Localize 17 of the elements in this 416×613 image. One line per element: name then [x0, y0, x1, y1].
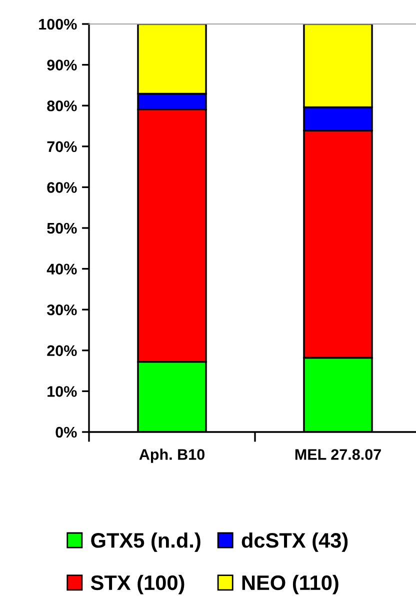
legend-label: GTX5 (n.d.) [91, 532, 200, 552]
legend-label: NEO (110) [242, 574, 338, 594]
x-tick-label: MEL 27.8.07 [295, 449, 381, 460]
legend-label: STX (100) [90, 574, 184, 594]
y-tick-label: 80% [47, 100, 77, 112]
y-tick-label: 20% [47, 345, 77, 356]
y-tick-label: 40% [46, 264, 77, 274]
x-tick-label: Aph. B10 [139, 448, 204, 463]
y-tick-label: 30% [46, 304, 77, 316]
y-tick-label: 90% [47, 60, 77, 70]
y-tick-label: 10% [48, 386, 77, 397]
legend-label: dcSTX (43) [242, 532, 348, 552]
y-tick-label: 60% [47, 182, 77, 193]
y-tick-label: 100% [39, 18, 77, 30]
y-tick-label: 50% [47, 222, 77, 234]
y-tick-label: 70% [47, 141, 77, 152]
y-tick-label: 0% [56, 426, 77, 438]
